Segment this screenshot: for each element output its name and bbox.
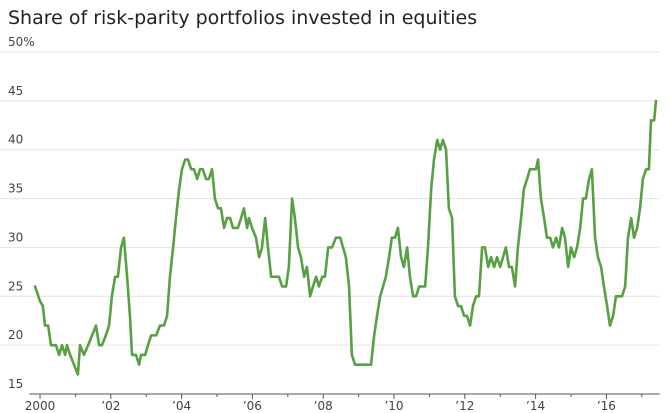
y-tick-label: 15: [8, 377, 23, 391]
y-tick-label: 20: [8, 328, 23, 342]
data-line: [33, 99, 658, 376]
x-tick-label: ’02: [101, 399, 120, 413]
y-tick-label: 50%: [8, 35, 35, 49]
chart-title: Share of risk-parity portfolios invested…: [8, 7, 477, 29]
x-tick-label: ’16: [597, 399, 616, 413]
x-tick-label: 2000: [25, 399, 56, 413]
y-tick-label: 45: [8, 84, 23, 98]
x-tick-label: ’14: [526, 399, 545, 413]
y-tick-label: 30: [8, 230, 23, 244]
x-tick-label: ’10: [384, 399, 403, 413]
y-tick-label: 25: [8, 279, 23, 293]
x-tick-label: ’06: [243, 399, 262, 413]
x-tick-label: ’04: [172, 399, 191, 413]
y-tick-label: 35: [8, 182, 23, 196]
x-tick-label: ’12: [455, 399, 474, 413]
x-tick-label: ’08: [314, 399, 333, 413]
y-tick-label: 40: [8, 133, 23, 147]
